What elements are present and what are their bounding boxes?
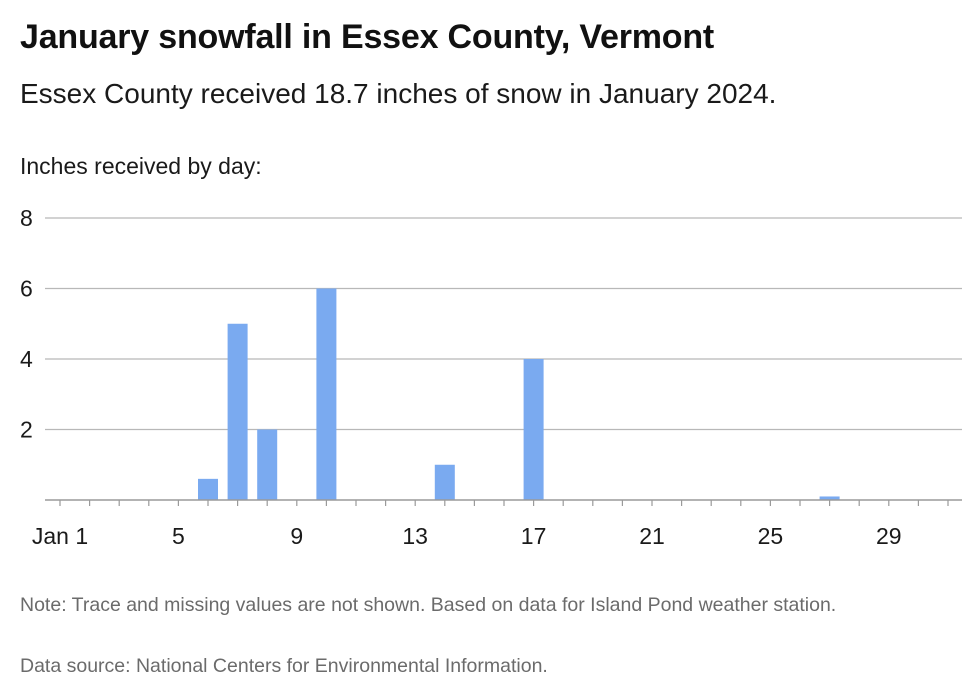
snowfall-bar-chart: 2 4 6 8 Jan 1 5 9 13 17 21 25 29 (20, 205, 962, 549)
chart-subtitle: Essex County received 18.7 inches of sno… (20, 78, 777, 109)
bar-jan-27 (819, 496, 840, 500)
gridlines (45, 217, 962, 431)
data-source: Data source: National Centers for Enviro… (20, 655, 548, 677)
x-tick-label-1: Jan 1 (32, 523, 88, 549)
footnote: Note: Trace and missing values are not s… (20, 594, 837, 616)
bars (198, 288, 840, 500)
chart-title: January snowfall in Essex County, Vermon… (20, 18, 715, 56)
y-tick-label-6: 6 (20, 276, 33, 302)
bar-jan-6 (198, 478, 218, 500)
x-axis (45, 499, 962, 506)
y-tick-label-4: 4 (20, 346, 33, 372)
bar-jan-7 (227, 323, 248, 500)
bar-jan-10 (316, 288, 337, 500)
x-tick-label-17: 17 (521, 523, 547, 549)
x-tick-label-29: 29 (876, 523, 902, 549)
bar-jan-17 (523, 359, 544, 500)
y-tick-label-8: 8 (20, 205, 33, 231)
x-tick-label-5: 5 (172, 523, 185, 549)
y-tick-label-2: 2 (20, 417, 33, 443)
bar-jan-14 (434, 464, 455, 500)
x-tick-label-21: 21 (639, 523, 665, 549)
y-axis-label: Inches received by day: (20, 153, 262, 179)
x-tick-label-13: 13 (402, 523, 428, 549)
x-tick-label-25: 25 (758, 523, 784, 549)
bar-jan-8 (257, 429, 278, 500)
x-tick-label-9: 9 (290, 523, 303, 549)
tick-labels: 2 4 6 8 Jan 1 5 9 13 17 21 25 29 (20, 205, 902, 549)
